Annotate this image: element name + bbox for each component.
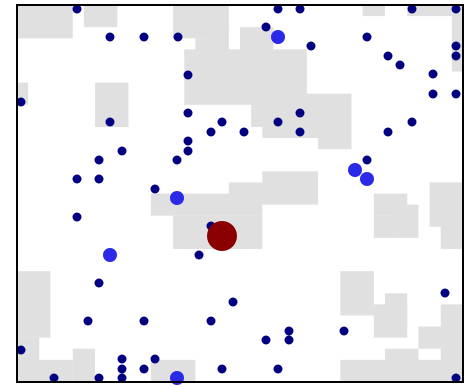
small-enemy-dot <box>440 288 450 298</box>
board-frame <box>16 4 464 383</box>
small-enemy-dot <box>49 373 59 383</box>
small-enemy-dot <box>105 117 115 127</box>
small-enemy-dot <box>407 4 417 14</box>
obstacle-block <box>407 5 463 17</box>
obstacle-block <box>340 271 374 316</box>
small-enemy-dot <box>428 89 438 99</box>
small-enemy-dot <box>395 60 405 70</box>
small-enemy-dot <box>139 316 149 326</box>
small-enemy-dot <box>451 373 461 383</box>
small-enemy-dot <box>72 4 82 14</box>
obstacle-block <box>150 193 263 216</box>
small-enemy-dot <box>139 32 149 42</box>
small-enemy-dot <box>273 117 283 127</box>
small-enemy-dot <box>284 326 294 336</box>
small-enemy-dot <box>451 4 461 14</box>
small-enemy-dot <box>16 345 26 355</box>
small-enemy-dot <box>295 108 305 118</box>
obstacle-block <box>384 348 419 382</box>
obstacle-block <box>318 93 352 150</box>
large-enemy-dot <box>348 163 362 177</box>
obstacle-block <box>17 359 73 382</box>
small-enemy-dot <box>173 32 183 42</box>
small-enemy-dot <box>362 155 372 165</box>
small-enemy-dot <box>239 127 249 137</box>
small-enemy-dot <box>339 326 349 336</box>
small-enemy-dot <box>94 373 104 383</box>
small-enemy-dot <box>451 89 461 99</box>
player-circle[interactable] <box>207 221 237 251</box>
small-enemy-dot <box>183 146 193 156</box>
small-enemy-dot <box>117 364 127 374</box>
obstacle-block <box>440 193 463 249</box>
small-enemy-dot <box>273 4 283 14</box>
small-enemy-dot <box>362 32 372 42</box>
large-enemy-dot <box>360 172 374 186</box>
small-enemy-dot <box>172 155 182 165</box>
large-enemy-dot <box>271 30 285 44</box>
small-enemy-dot <box>383 127 393 137</box>
small-enemy-dot <box>273 364 283 374</box>
small-enemy-dot <box>295 127 305 137</box>
small-enemy-dot <box>150 184 160 194</box>
obstacle-block <box>240 27 274 72</box>
small-enemy-dot <box>284 335 294 345</box>
small-enemy-dot <box>105 32 115 42</box>
small-enemy-dot <box>407 117 417 127</box>
obstacle-block <box>195 38 229 61</box>
small-enemy-dot <box>83 316 93 326</box>
small-enemy-dot <box>183 70 193 80</box>
obstacle-block <box>340 359 385 382</box>
small-enemy-dot <box>217 364 227 374</box>
small-enemy-dot <box>139 364 149 374</box>
obstacle-block <box>17 82 29 105</box>
small-enemy-dot <box>117 373 127 383</box>
small-enemy-dot <box>150 354 160 364</box>
small-enemy-dot <box>451 41 461 51</box>
small-enemy-dot <box>206 316 216 326</box>
small-enemy-dot <box>94 174 104 184</box>
small-enemy-dot <box>383 51 393 61</box>
obstacle-block <box>373 215 397 238</box>
obstacle-block <box>373 304 408 338</box>
obstacle-block <box>83 5 118 28</box>
obstacle-block <box>17 271 51 338</box>
small-enemy-dot <box>306 41 316 51</box>
small-enemy-dot <box>117 146 127 156</box>
large-enemy-layer <box>103 30 374 385</box>
small-enemy-dot <box>72 212 82 222</box>
small-enemy-dot <box>117 354 127 364</box>
small-enemy-dot <box>94 155 104 165</box>
small-enemy-dot <box>295 4 305 14</box>
obstacle-block <box>362 5 385 17</box>
obstacle-block <box>396 204 419 238</box>
large-enemy-dot <box>103 248 117 262</box>
small-enemy-dot <box>261 335 271 345</box>
small-enemy-dot <box>94 278 104 288</box>
small-enemy-dot <box>206 127 216 137</box>
obstacle-block <box>72 348 96 382</box>
player-layer <box>207 221 237 251</box>
small-enemy-dot <box>428 69 438 79</box>
small-enemy-dot <box>261 22 271 32</box>
small-enemy-dot <box>183 108 193 118</box>
small-enemy-dot <box>194 250 204 260</box>
small-enemy-dot <box>183 136 193 146</box>
obstacle-block <box>17 5 73 39</box>
obstacle-block <box>150 359 196 382</box>
small-enemy-dot <box>217 117 227 127</box>
small-enemy-dot <box>72 174 82 184</box>
small-enemy-dot <box>228 297 238 307</box>
large-enemy-dot <box>170 191 184 205</box>
small-enemy-dot <box>16 97 26 107</box>
small-enemy-layer <box>16 4 461 383</box>
small-enemy-dot <box>451 51 461 61</box>
